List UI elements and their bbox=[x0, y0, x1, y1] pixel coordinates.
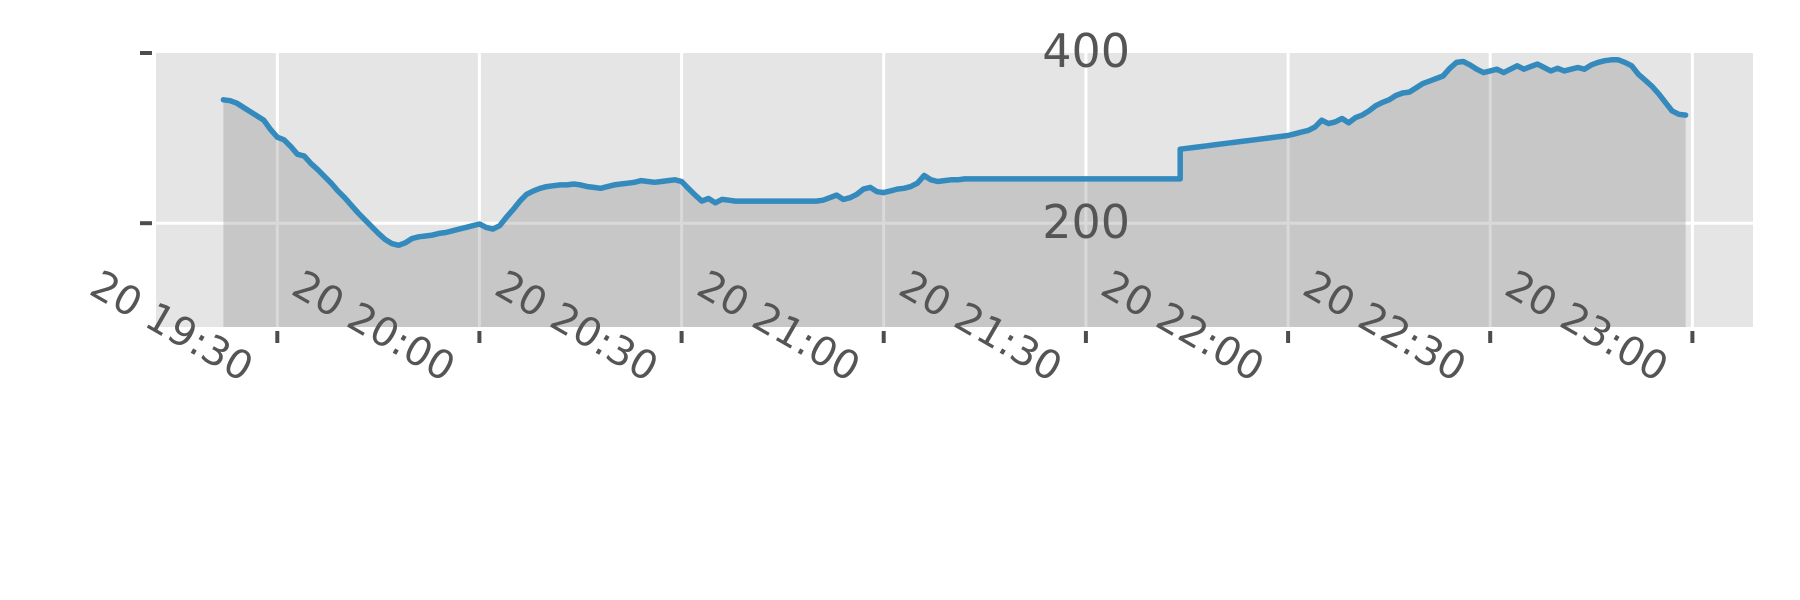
y-tick-mark bbox=[140, 51, 152, 55]
x-tick-mark bbox=[275, 331, 280, 343]
plot-panel bbox=[156, 53, 1753, 327]
x-tick-mark bbox=[1083, 331, 1088, 343]
x-tick-mark bbox=[1488, 331, 1493, 343]
x-tick-mark bbox=[679, 331, 684, 343]
y-tick-label-400: 400 bbox=[1042, 24, 1130, 78]
area-fill bbox=[223, 59, 1686, 328]
x-tick-mark bbox=[881, 331, 886, 343]
y-tick-mark bbox=[140, 221, 152, 226]
y-tick-label-200: 200 bbox=[1042, 195, 1130, 249]
x-tick-mark bbox=[1286, 331, 1291, 343]
x-tick-mark bbox=[1690, 331, 1695, 343]
series-line bbox=[220, 57, 1689, 249]
x-tick-mark bbox=[477, 331, 482, 343]
